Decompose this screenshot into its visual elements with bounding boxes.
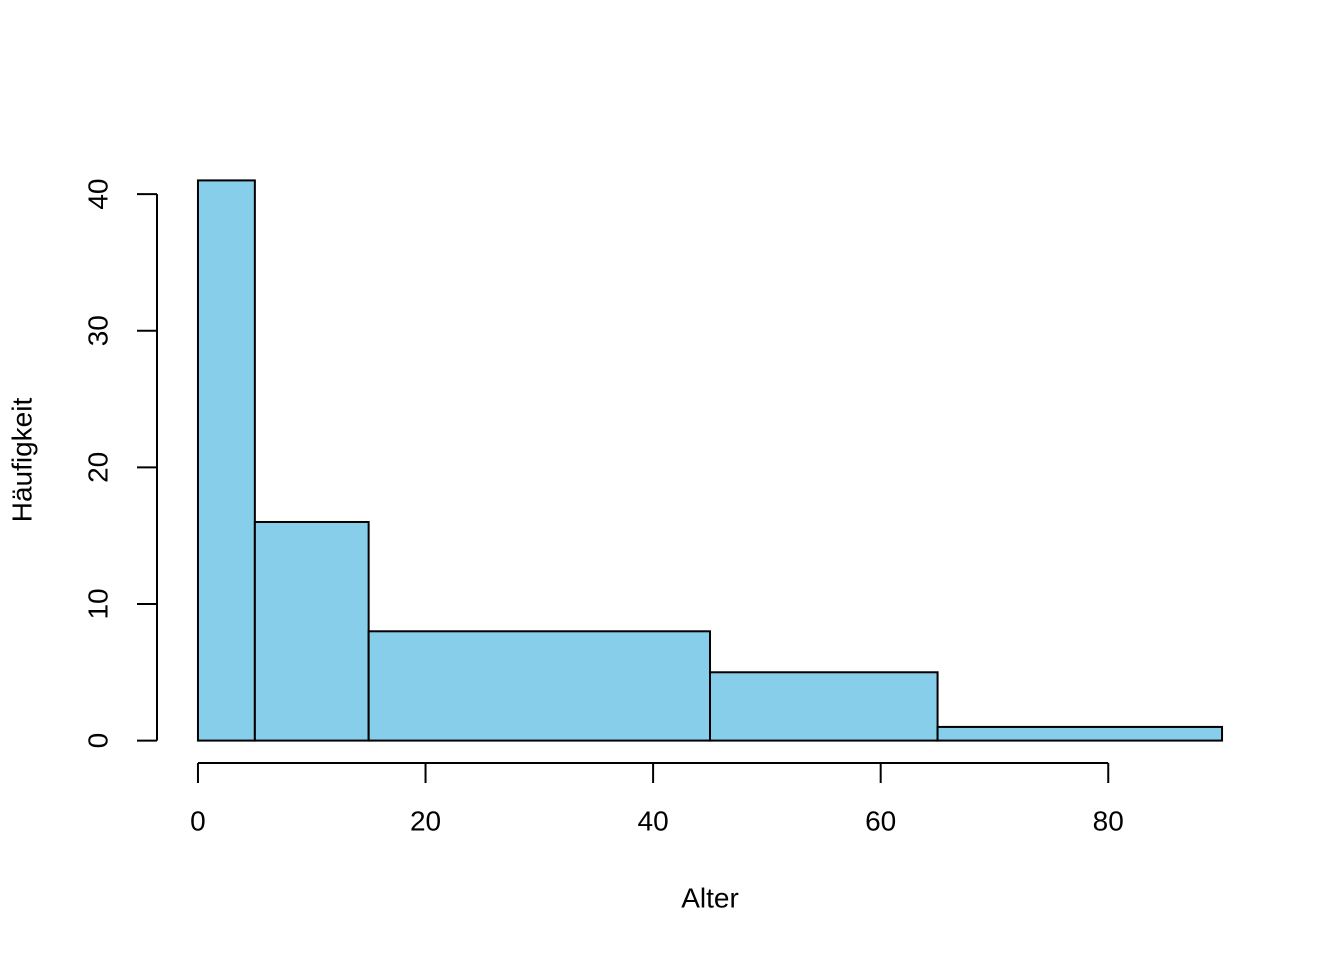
bar (936, 725, 1224, 742)
y-tick-label: 40 (82, 178, 113, 209)
y-tick-label: 10 (82, 588, 113, 619)
bar (253, 520, 370, 742)
x-tick-label: 60 (865, 805, 896, 836)
y-tick-label: 0 (82, 733, 113, 749)
x-tick-label: 0 (190, 805, 206, 836)
x-tick-label: 20 (410, 805, 441, 836)
y-tick-label: 30 (82, 315, 113, 346)
x-tick-label: 40 (638, 805, 669, 836)
bar (709, 671, 939, 742)
y-axis-label: Häufigkeit (6, 398, 37, 523)
y-tick-label: 20 (82, 452, 113, 483)
x-tick-label: 80 (1093, 805, 1124, 836)
bar (367, 630, 711, 742)
bar (196, 179, 256, 742)
x-axis-label: Alter (681, 882, 739, 913)
